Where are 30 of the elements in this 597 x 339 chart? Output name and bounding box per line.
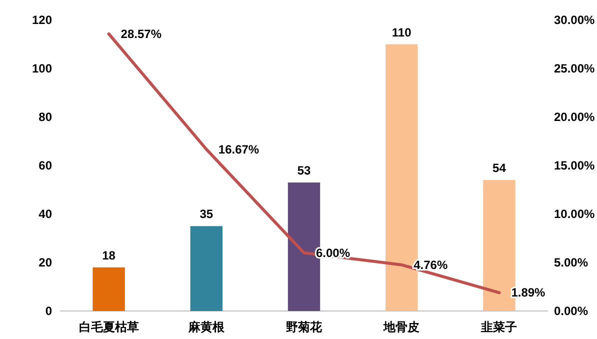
y2-tick-label: 15.00% [554, 158, 596, 172]
y-tick-label: 120 [32, 13, 52, 27]
data-label: 110 [392, 25, 412, 40]
x-tick-label: 地骨皮 [382, 320, 420, 334]
y2-tick-label: 30.00% [554, 13, 596, 27]
data-label: 16.67% [218, 142, 260, 156]
data-label: 1.89% [511, 286, 546, 300]
y-tick-label: 100 [32, 62, 52, 76]
data-label: 28.57% [120, 26, 162, 41]
x-tick-label: 韭菜子 [480, 320, 518, 334]
y2-tick-label: 20.00% [554, 110, 596, 124]
y-tick-label: 20 [38, 256, 52, 270]
y2-tick-label: 25.00% [554, 62, 596, 76]
x-tick-label: 白毛夏枯草 [78, 320, 139, 334]
y2-tick-label: 0.00% [554, 304, 588, 318]
data-label: 18 [102, 248, 116, 262]
y-tick-label: 40 [38, 207, 52, 221]
data-label: 54 [492, 161, 506, 176]
y-tick-label: 80 [38, 110, 52, 124]
x-tick-label: 麻黄根 [187, 320, 226, 334]
bar [190, 226, 223, 311]
y2-tick-label: 10.00% [554, 207, 596, 221]
x-tick-label: 野菊花 [286, 320, 323, 334]
bar [92, 267, 125, 311]
data-label: 4.76% [414, 258, 448, 272]
y2-tick-label: 5.00% [554, 256, 588, 270]
y-tick-label: 0 [45, 304, 52, 318]
data-label: 53 [297, 163, 311, 178]
y-tick-label: 60 [38, 158, 52, 172]
data-label: 35 [200, 207, 214, 222]
